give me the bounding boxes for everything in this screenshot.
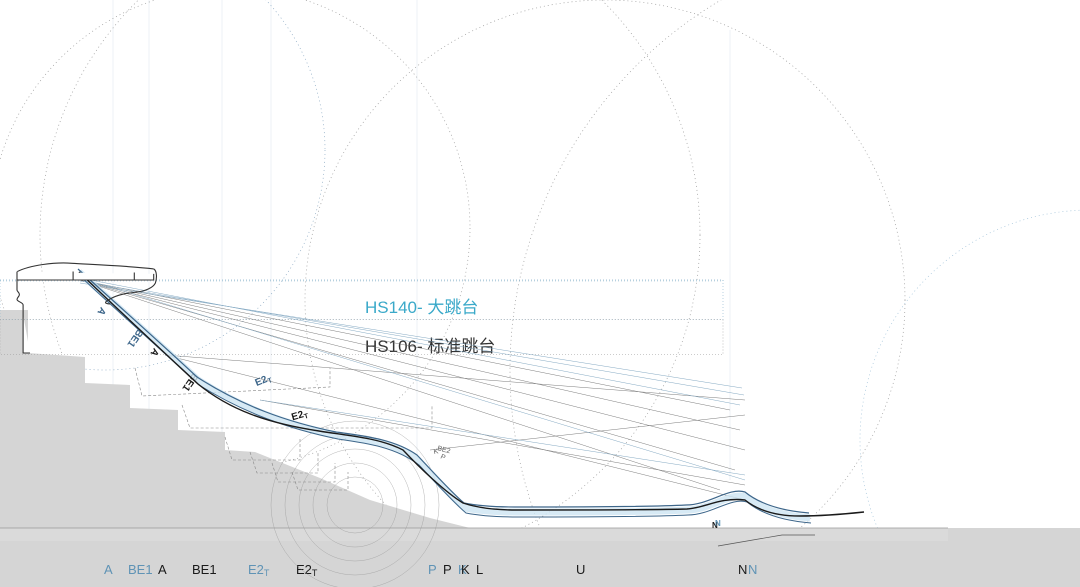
svg-text:N: N xyxy=(715,519,721,528)
svg-text:P: P xyxy=(428,562,437,577)
svg-text:N: N xyxy=(748,562,757,577)
svg-text:L: L xyxy=(476,562,483,577)
svg-text:A: A xyxy=(158,562,167,577)
svg-text:K: K xyxy=(461,562,470,577)
svg-text:N: N xyxy=(738,562,747,577)
svg-text:P: P xyxy=(443,562,452,577)
svg-text:BE1: BE1 xyxy=(192,562,217,577)
svg-text:BE1: BE1 xyxy=(128,562,153,577)
svg-text:U: U xyxy=(576,562,585,577)
svg-text:A: A xyxy=(104,562,113,577)
svg-text:HS140- 大跳台: HS140- 大跳台 xyxy=(365,298,478,317)
svg-text:HS106- 标准跳台: HS106- 标准跳台 xyxy=(365,337,495,356)
